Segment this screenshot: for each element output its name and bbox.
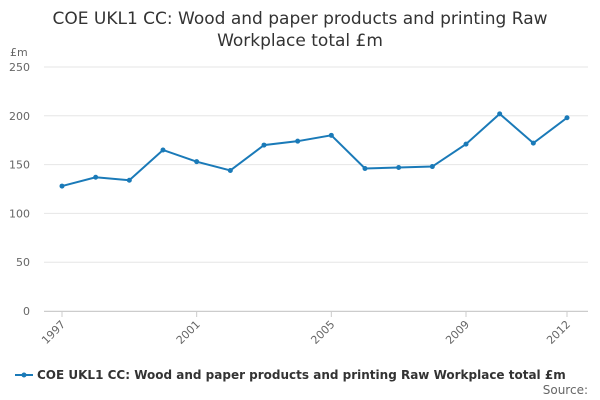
data-point	[497, 111, 503, 117]
chart-title: COE UKL1 CC: Wood and paper products and…	[52, 9, 548, 51]
data-point	[362, 166, 368, 172]
x-tick-label: 2009	[443, 318, 472, 347]
legend-marker	[21, 372, 27, 378]
legend-label: COE UKL1 CC: Wood and paper products and…	[37, 368, 566, 382]
data-point	[93, 174, 99, 180]
y-tick-label: 0	[23, 305, 30, 318]
data-point	[564, 115, 570, 121]
data-point	[194, 159, 200, 165]
data-point	[261, 142, 267, 148]
data-point	[59, 183, 65, 189]
series-line	[61, 112, 568, 188]
y-tick-label: 200	[9, 110, 30, 123]
y-axis-label: £m	[10, 46, 28, 59]
data-point	[328, 132, 334, 138]
data-point	[463, 141, 469, 147]
x-tick-label: 2005	[308, 318, 337, 347]
data-point	[295, 138, 301, 144]
y-tick-label: 50	[16, 256, 30, 269]
data-point	[530, 140, 536, 146]
data-point	[396, 165, 402, 171]
x-tick-label: 1997	[39, 318, 68, 347]
data-point	[126, 177, 132, 183]
x-tick-label: 2001	[174, 318, 203, 347]
data-point	[429, 164, 435, 170]
y-tick-label: 150	[9, 159, 30, 172]
source: Source:	[543, 383, 588, 397]
x-tick-label: 2012	[544, 318, 573, 347]
data-point	[160, 147, 166, 153]
y-tick-label: 250	[9, 61, 30, 74]
data-point	[227, 167, 233, 173]
y-tick-label: 100	[9, 207, 30, 220]
